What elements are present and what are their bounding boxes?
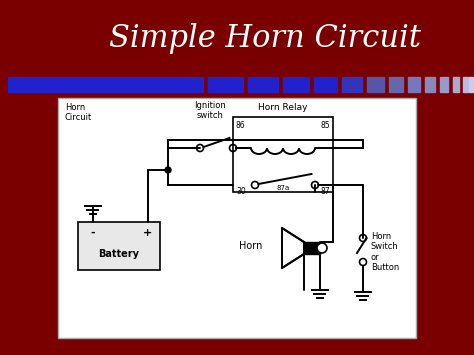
Bar (367, 77, 384, 92)
Bar (463, 77, 468, 92)
Text: Horn
Circuit: Horn Circuit (65, 103, 92, 122)
Bar (314, 77, 337, 92)
Bar (408, 77, 420, 92)
Bar (389, 77, 403, 92)
Bar (208, 77, 243, 92)
Text: Horn: Horn (238, 241, 262, 251)
Circle shape (317, 243, 327, 253)
Text: Horn
Switch
or
Button: Horn Switch or Button (371, 232, 399, 272)
Bar (233, 117, 333, 192)
Bar (8, 77, 203, 92)
Bar (58, 98, 416, 338)
Text: Ignition
switch: Ignition switch (194, 100, 226, 120)
Text: 30: 30 (236, 187, 246, 196)
Text: Battery: Battery (99, 249, 139, 259)
Polygon shape (282, 228, 304, 268)
Polygon shape (304, 242, 320, 254)
Text: 87: 87 (320, 187, 330, 196)
Text: Horn Relay: Horn Relay (258, 103, 308, 112)
Bar (453, 77, 459, 92)
Circle shape (165, 167, 171, 173)
Bar (440, 77, 448, 92)
Bar (78, 222, 160, 270)
Text: 87a: 87a (276, 185, 290, 191)
Bar (469, 77, 473, 92)
Bar (342, 77, 362, 92)
Bar (248, 77, 278, 92)
Text: +: + (143, 228, 153, 238)
Bar (425, 77, 435, 92)
Text: 85: 85 (320, 121, 330, 130)
Bar (283, 77, 309, 92)
Text: -: - (91, 228, 95, 238)
Text: Simple Horn Circuit: Simple Horn Circuit (109, 22, 421, 54)
Text: 86: 86 (236, 121, 246, 130)
